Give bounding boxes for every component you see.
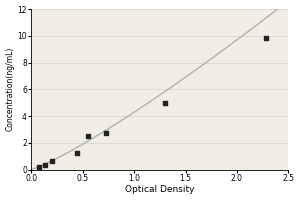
Point xyxy=(85,134,90,138)
Point xyxy=(49,160,54,163)
Point xyxy=(75,152,80,155)
Y-axis label: Concentration(ng/mL): Concentration(ng/mL) xyxy=(6,47,15,131)
Point xyxy=(42,164,47,167)
Point xyxy=(104,132,109,135)
Point xyxy=(163,101,167,104)
X-axis label: Optical Density: Optical Density xyxy=(125,185,194,194)
Point xyxy=(37,166,42,169)
Point xyxy=(263,37,268,40)
